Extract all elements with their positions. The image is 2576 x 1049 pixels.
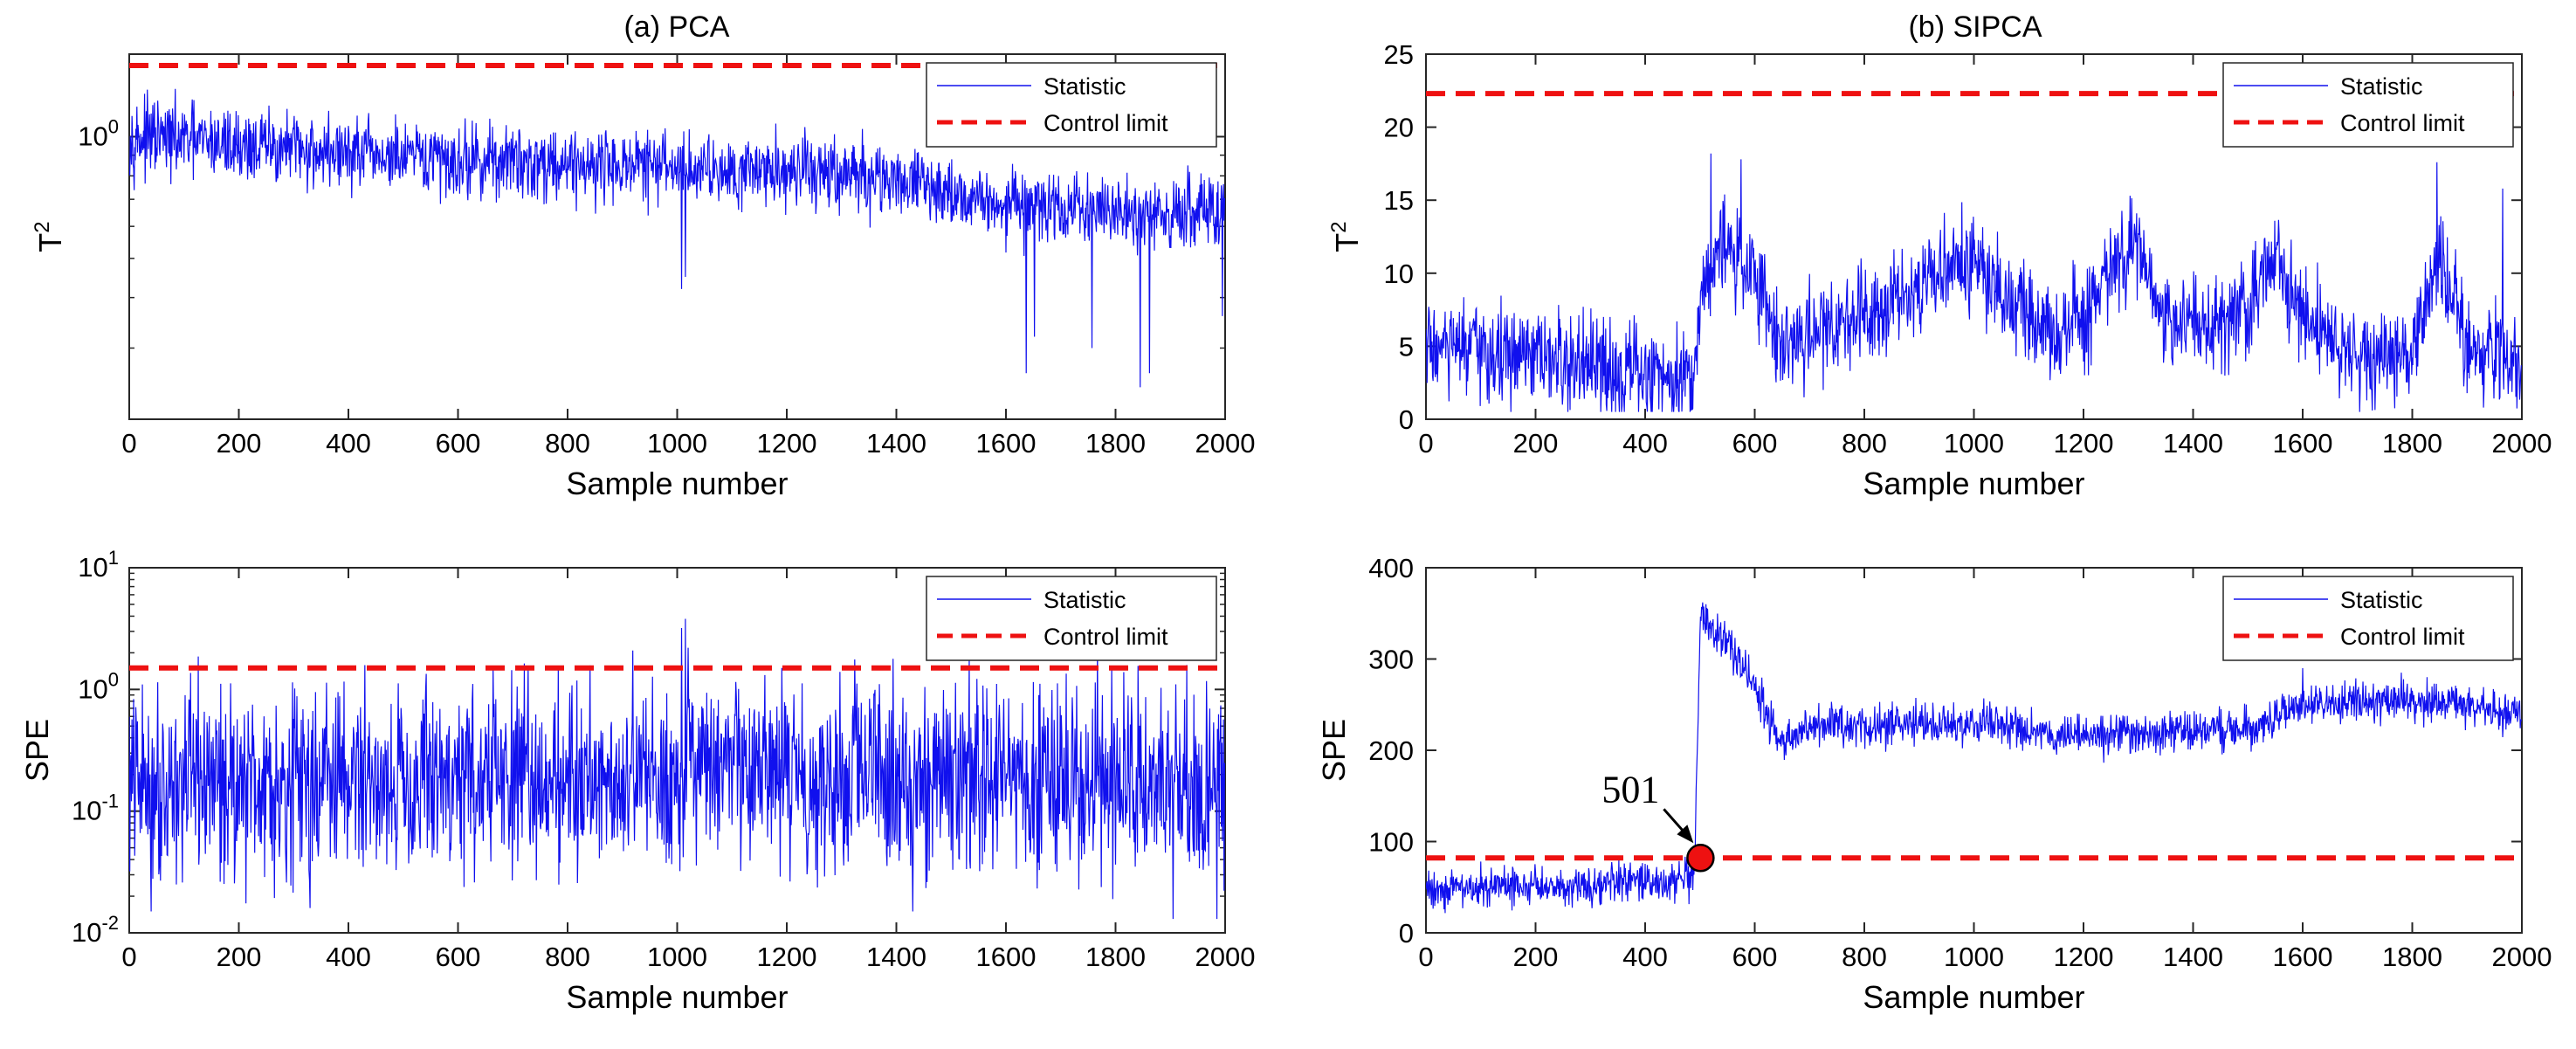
x-tick-label: 1000 — [1944, 942, 2004, 972]
x-axis-label: Sample number — [566, 466, 788, 501]
x-tick-label: 800 — [545, 428, 590, 459]
y-tick-label: 101 — [78, 547, 119, 583]
x-tick-label: 1400 — [2163, 942, 2223, 972]
x-tick-label: 0 — [1418, 942, 1433, 972]
x-axis-label: Sample number — [566, 979, 788, 1015]
x-tick-label: 1800 — [2382, 942, 2442, 972]
legend-statistic-label: Statistic — [2340, 73, 2423, 100]
panel-a-title: (a) PCA — [624, 10, 730, 44]
y-tick-label: 20 — [1384, 113, 1414, 143]
y-axis-label: SPE — [19, 719, 55, 782]
x-tick-label: 1400 — [2163, 428, 2223, 459]
x-tick-label: 1400 — [866, 428, 926, 459]
plot-pca_t2: 0 200 400 600 800 1000 1200 1400 1600 1800 2000 100… — [31, 53, 1256, 501]
x-tick-label: 1200 — [757, 942, 817, 972]
x-tick-label: 1600 — [976, 428, 1037, 459]
legend-statistic-label: Statistic — [1043, 587, 1126, 613]
x-tick-label: 0 — [121, 428, 136, 459]
y-tick-label: 400 — [1368, 553, 1414, 583]
x-tick-label: 1000 — [647, 428, 707, 459]
plot-sipca_spe: 0 200 400 600 800 1000 1200 1400 1600 1800 2000 0 10… — [1316, 553, 2552, 1015]
panel-b-title: (b) SIPCA — [1908, 10, 2042, 44]
x-tick-label: 1800 — [1085, 942, 1146, 972]
plot-pca_spe: 0 200 400 600 800 1000 1200 1400 1600 1800 2000 10-… — [19, 547, 1255, 1015]
annotation-label: 501 — [1601, 768, 1659, 811]
legend-statistic-label: Statistic — [1043, 73, 1126, 100]
x-tick-label: 200 — [217, 428, 262, 459]
y-tick-label: 300 — [1368, 645, 1414, 675]
y-tick-label: 10-1 — [72, 790, 119, 826]
x-tick-label: 1200 — [2054, 942, 2114, 972]
x-tick-label: 600 — [1732, 428, 1778, 459]
statistic-series-line — [129, 618, 1225, 920]
y-tick-label: 5 — [1399, 331, 1414, 362]
statistic-series-line — [129, 88, 1225, 388]
statistic-series-line — [1426, 602, 2522, 914]
x-tick-label: 2000 — [2492, 942, 2552, 972]
x-tick-label: 600 — [436, 428, 481, 459]
x-tick-label: 600 — [1732, 942, 1778, 972]
x-tick-label: 0 — [1418, 428, 1433, 459]
legend: Statistic Control limit — [2222, 576, 2514, 661]
x-tick-label: 1600 — [976, 942, 1037, 972]
x-tick-label: 1200 — [757, 428, 817, 459]
legend: Statistic Control limit — [2222, 62, 2514, 148]
x-tick-label: 1800 — [1085, 428, 1146, 459]
x-tick-label: 1600 — [2273, 428, 2333, 459]
x-tick-label: 0 — [121, 942, 136, 972]
y-tick-label: 25 — [1384, 39, 1414, 70]
x-axis-label: Sample number — [1863, 979, 2084, 1015]
legend-statistic-label: Statistic — [2340, 587, 2423, 613]
y-axis-label: SPE — [1316, 719, 1352, 782]
y-axis-label: T2 — [1327, 221, 1365, 252]
y-tick-label: 10-2 — [72, 912, 119, 948]
x-axis-label: Sample number — [1863, 466, 2084, 501]
alarm-marker — [1686, 844, 1715, 873]
x-tick-label: 200 — [1513, 428, 1559, 459]
legend-box — [2222, 576, 2514, 661]
x-tick-label: 400 — [326, 942, 371, 972]
x-tick-label: 2000 — [1195, 428, 1256, 459]
x-tick-label: 400 — [1622, 942, 1668, 972]
x-tick-label: 400 — [326, 428, 371, 459]
x-tick-label: 1000 — [1944, 428, 2004, 459]
y-axis-label: T2 — [31, 221, 68, 252]
x-tick-label: 1200 — [2054, 428, 2114, 459]
x-tick-label: 800 — [1842, 942, 1887, 972]
x-tick-label: 400 — [1622, 428, 1668, 459]
y-tick-label: 200 — [1368, 735, 1414, 766]
statistic-series-line — [1426, 153, 2522, 412]
legend-control-limit-label: Control limit — [2340, 110, 2465, 136]
y-tick-label: 0 — [1399, 918, 1414, 949]
legend-box — [926, 576, 1217, 661]
legend: Statistic Control limit — [926, 576, 1217, 661]
x-tick-label: 800 — [1842, 428, 1887, 459]
x-tick-label: 600 — [436, 942, 481, 972]
legend-box — [2222, 62, 2514, 148]
x-tick-label: 200 — [217, 942, 262, 972]
plot-sipca_t2: 0 200 400 600 800 1000 1200 1400 1600 1800 2000 0 5 1… — [1327, 39, 2552, 501]
x-tick-label: 1600 — [2273, 942, 2333, 972]
x-tick-label: 1000 — [647, 942, 707, 972]
x-tick-label: 2000 — [1195, 942, 1256, 972]
legend-control-limit-label: Control limit — [1043, 624, 1168, 650]
x-tick-label: 2000 — [2492, 428, 2552, 459]
legend-control-limit-label: Control limit — [1043, 110, 1168, 136]
y-tick-label: 10 — [1384, 259, 1414, 289]
legend: Statistic Control limit — [926, 62, 1217, 148]
x-tick-label: 1800 — [2382, 428, 2442, 459]
y-tick-label: 15 — [1384, 185, 1414, 216]
legend-box — [926, 62, 1217, 148]
y-tick-label: 0 — [1399, 404, 1414, 435]
x-tick-label: 200 — [1513, 942, 1559, 972]
y-tick-label: 100 — [1368, 827, 1414, 858]
legend-control-limit-label: Control limit — [2340, 624, 2465, 650]
y-tick-label: 100 — [78, 668, 119, 704]
x-tick-label: 1400 — [866, 942, 926, 972]
annotation-arrow-head — [1677, 825, 1694, 844]
y-tick-label: 100 — [78, 115, 119, 151]
x-tick-label: 800 — [545, 942, 590, 972]
